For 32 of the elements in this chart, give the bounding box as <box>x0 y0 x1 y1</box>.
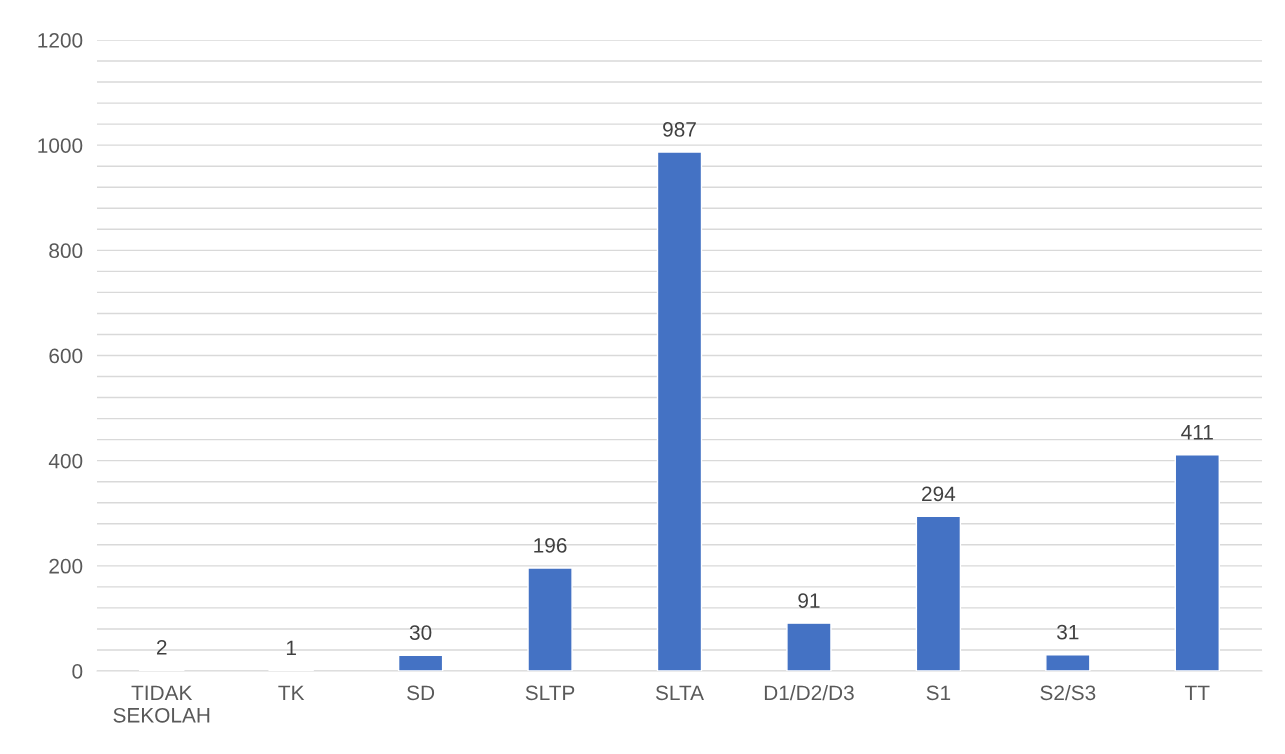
bar <box>656 151 703 671</box>
y-tick-label: 400 <box>48 453 83 469</box>
y-tick-label: 200 <box>49 558 83 574</box>
data-label: 196 <box>534 537 567 553</box>
bar <box>1174 454 1220 671</box>
x-tick-label: TIDAK SEKOLAH <box>113 685 210 723</box>
y-tick-label: 800 <box>49 243 83 259</box>
x-tick-label: S1 <box>926 685 951 701</box>
data-label: 294 <box>922 486 956 502</box>
data-label: 31 <box>1057 624 1079 640</box>
x-tick-label: D1/D2/D3 <box>764 684 854 701</box>
data-label: 91 <box>798 593 820 608</box>
bar <box>786 622 832 671</box>
x-tick-label: TK <box>278 685 305 700</box>
y-tick-label: 600 <box>49 348 83 364</box>
data-label: 1 <box>286 640 296 656</box>
x-tick-label: S2/S3 <box>1040 684 1096 701</box>
bar <box>527 567 573 671</box>
y-tick-label: 1200 <box>38 33 83 48</box>
bar <box>397 654 444 671</box>
x-tick-label: SLTA <box>655 685 704 701</box>
bar <box>1045 654 1091 671</box>
data-label: 987 <box>663 122 696 137</box>
x-tick-label: SLTP <box>525 685 575 701</box>
data-label: 411 <box>1181 425 1213 440</box>
data-label: 2 <box>156 639 167 655</box>
bar <box>915 515 962 671</box>
data-label: 30 <box>409 625 432 640</box>
y-tick-label: 1000 <box>38 138 83 153</box>
x-tick-label: TT <box>1185 685 1210 700</box>
x-tick-label: SD <box>407 685 435 701</box>
y-tick-label: 0 <box>72 664 83 679</box>
